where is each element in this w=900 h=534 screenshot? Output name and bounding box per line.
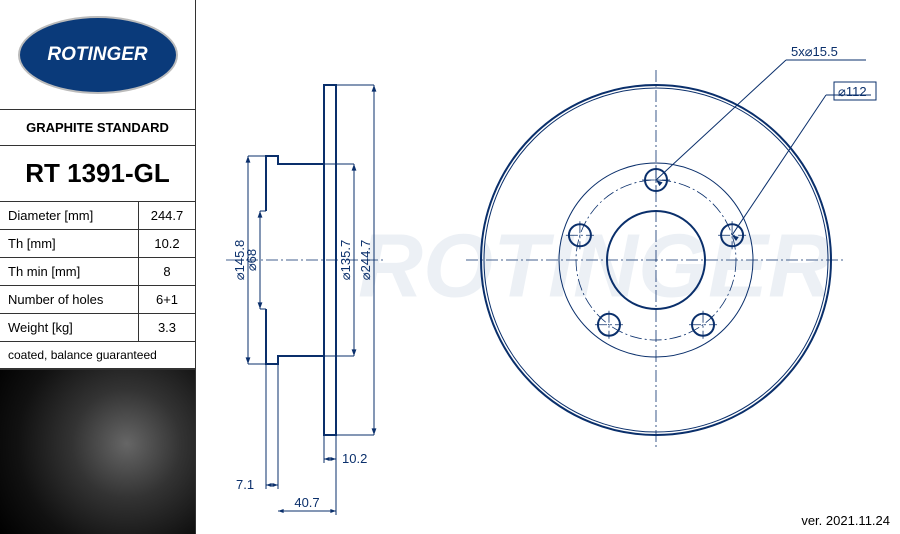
- spec-row: Diameter [mm]244.7: [0, 202, 195, 230]
- spec-panel: ROTINGER ® GRAPHITE STANDARD RT 1391-GL …: [0, 0, 196, 534]
- spec-label: Diameter [mm]: [0, 202, 139, 229]
- spec-table: Diameter [mm]244.7Th [mm]10.2Th min [mm]…: [0, 202, 195, 342]
- product-line: GRAPHITE STANDARD: [0, 110, 195, 146]
- svg-text:⌀112: ⌀112: [838, 84, 867, 99]
- svg-text:⌀244.7: ⌀244.7: [358, 240, 373, 280]
- spec-row: Th [mm]10.2: [0, 230, 195, 258]
- spec-label: Weight [kg]: [0, 314, 139, 341]
- drawing-svg: ⌀145.8⌀68⌀135.7⌀244.710.27.140.75x⌀15.5⌀…: [196, 0, 900, 534]
- spec-label: Th [mm]: [0, 230, 139, 257]
- technical-drawing: ROTINGER ⌀145.8⌀68⌀135.7⌀244.710.27.140.…: [196, 0, 900, 534]
- brand-text: ROTINGER: [47, 44, 147, 66]
- spec-value: 244.7: [139, 202, 195, 229]
- version-text: ver. 2021.11.24: [801, 513, 890, 528]
- spec-row: Weight [kg]3.3: [0, 314, 195, 342]
- registered-mark: ®: [162, 24, 169, 35]
- svg-text:⌀68: ⌀68: [244, 249, 259, 271]
- svg-text:5x⌀15.5: 5x⌀15.5: [791, 44, 838, 59]
- spec-label: Number of holes: [0, 286, 139, 313]
- spec-value: 10.2: [139, 230, 195, 257]
- disc-photo: [0, 369, 195, 534]
- logo-container: ROTINGER ®: [0, 0, 195, 110]
- part-number: RT 1391-GL: [0, 146, 195, 202]
- spec-value: 6+1: [139, 286, 195, 313]
- spec-label: Th min [mm]: [0, 258, 139, 285]
- svg-text:7.1: 7.1: [236, 477, 254, 492]
- spec-note: coated, balance guaranteed: [0, 342, 195, 369]
- spec-value: 8: [139, 258, 195, 285]
- spec-row: Number of holes6+1: [0, 286, 195, 314]
- spec-value: 3.3: [139, 314, 195, 341]
- brand-logo: ROTINGER ®: [18, 16, 178, 94]
- svg-text:10.2: 10.2: [342, 451, 367, 466]
- svg-text:40.7: 40.7: [294, 495, 319, 510]
- svg-text:⌀135.7: ⌀135.7: [338, 240, 353, 280]
- spec-row: Th min [mm]8: [0, 258, 195, 286]
